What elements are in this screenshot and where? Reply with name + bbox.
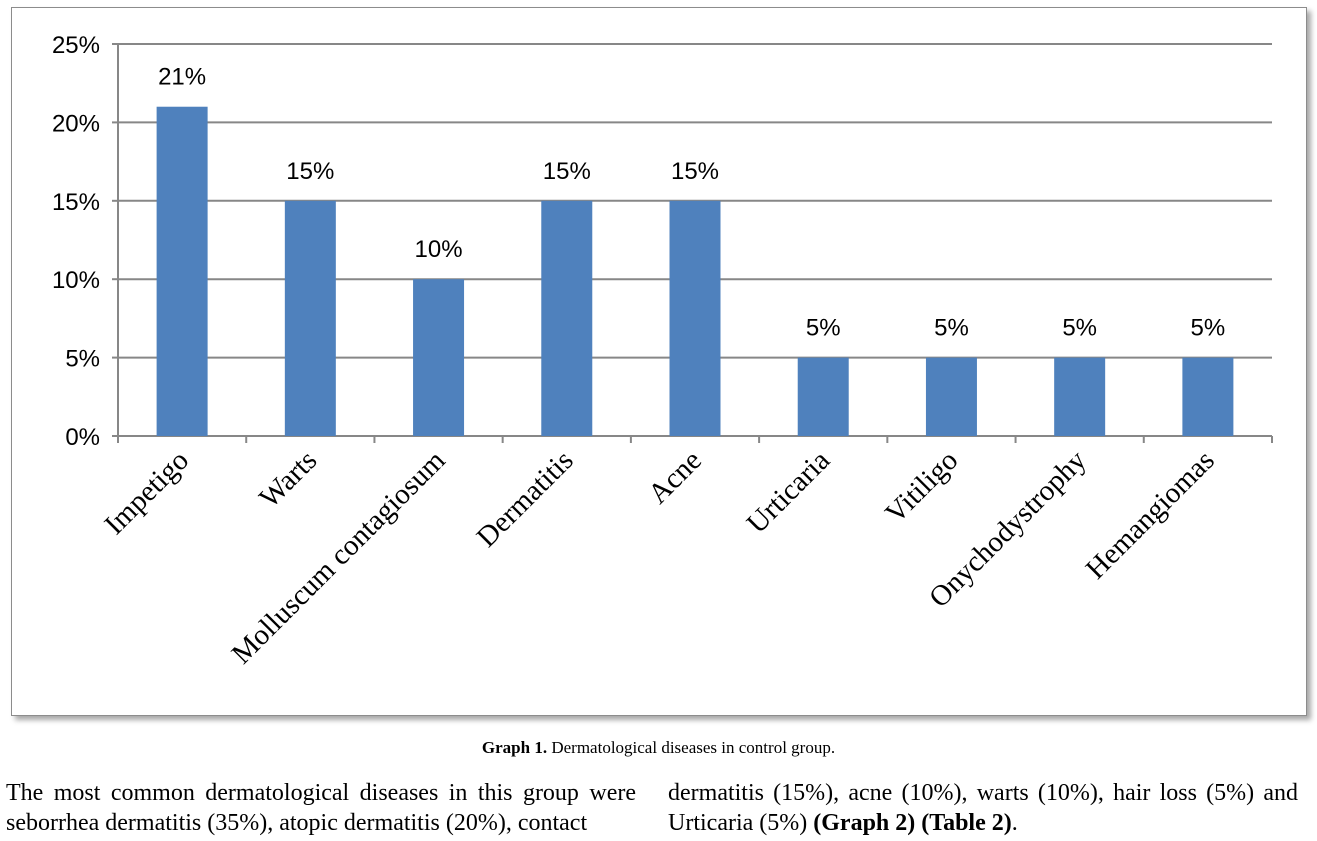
caption-text: Dermatological diseases in control group… xyxy=(547,738,836,757)
category-label: Hemangiomas xyxy=(1080,444,1221,585)
body-paragraph-right: dermatitis (15%), acne (10%), warts (10%… xyxy=(668,778,1298,838)
bar xyxy=(156,106,208,436)
data-label: 15% xyxy=(543,158,591,185)
bar xyxy=(1054,357,1106,436)
data-label: 15% xyxy=(286,158,334,185)
bar xyxy=(1182,357,1234,436)
category-label: Dermatitis xyxy=(471,444,580,553)
data-label: 5% xyxy=(934,315,969,342)
data-label: 5% xyxy=(806,315,841,342)
y-tick-label: 20% xyxy=(52,110,100,137)
y-tick-label: 25% xyxy=(52,32,100,59)
body-text-right: dermatitis (15%), acne (10%), warts (10%… xyxy=(668,780,1298,836)
bar xyxy=(284,200,336,436)
y-tick-label: 0% xyxy=(65,424,100,451)
bar xyxy=(925,357,977,436)
body-text-end: . xyxy=(1011,810,1018,836)
category-label: Molluscum contagiosum xyxy=(226,444,452,670)
data-label: 5% xyxy=(1062,315,1097,342)
category-label: Urticaria xyxy=(741,444,837,540)
body-paragraph-left: The most common dermatological diseases … xyxy=(6,780,636,836)
y-tick-label: 15% xyxy=(52,189,100,216)
category-label: Warts xyxy=(253,444,323,514)
category-label: Acne xyxy=(642,444,708,510)
category-label: Vitiligo xyxy=(879,444,964,529)
data-label: 21% xyxy=(158,64,206,91)
bar xyxy=(541,200,593,436)
bar xyxy=(797,357,849,436)
caption-label: Graph 1. xyxy=(481,738,548,757)
category-label: Impetigo xyxy=(98,444,195,541)
bar-chart: 0% 5% 10% 15% 20% 25% 21% 15% 10% 15% 15% 5% 5% 5% 5% I… xyxy=(52,32,1273,670)
chart-frame: 0% 5% 10% 15% 20% 25% 21% 15% 10% 15% 15% 5% 5% 5% 5% I… xyxy=(11,7,1307,716)
data-label: 5% xyxy=(1191,315,1226,342)
data-label: 15% xyxy=(671,158,719,185)
bar xyxy=(413,279,465,436)
data-label: 10% xyxy=(415,236,463,263)
bar xyxy=(669,200,721,436)
figure-caption: Graph 1. Dermatological diseases in cont… xyxy=(0,738,1317,758)
y-tick-label: 5% xyxy=(65,346,100,373)
y-tick-label: 10% xyxy=(52,267,100,294)
body-text-reference: (Graph 2) (Table 2) xyxy=(813,810,1012,836)
